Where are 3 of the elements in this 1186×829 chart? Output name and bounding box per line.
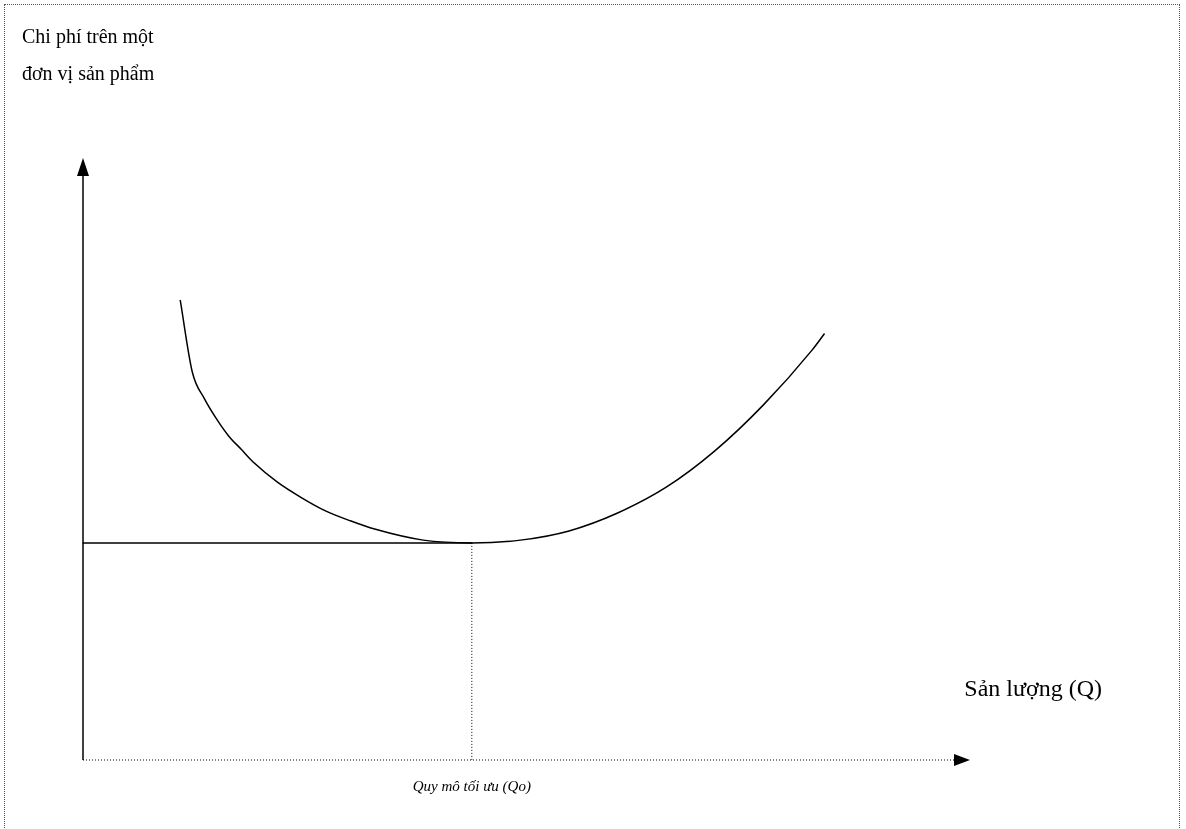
x-axis-title: Sản lượng (Q) — [964, 675, 1102, 702]
text: Quy mô tối ưu (Qo) — [412, 777, 531, 795]
text: Chi phí trên một đơn vị sản phẩm — [22, 25, 155, 86]
